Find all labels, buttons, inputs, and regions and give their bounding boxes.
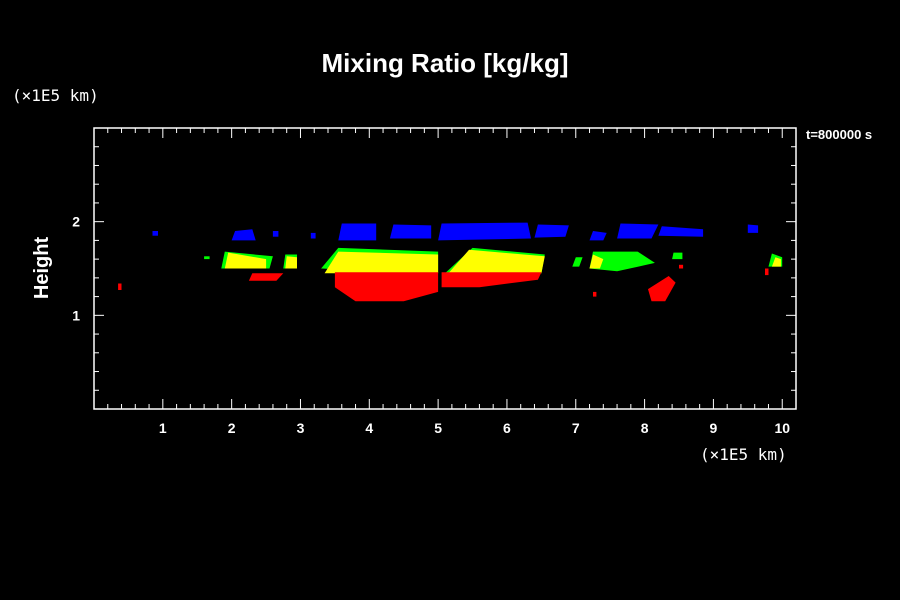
region-red-33 (593, 291, 597, 297)
region-blue-4 (617, 223, 659, 239)
x-tick-label: 1 (159, 420, 167, 436)
region-yellow-22 (589, 254, 604, 269)
x-tick-label: 5 (434, 420, 442, 436)
region-red-32 (118, 283, 122, 290)
region-yellow-19 (448, 249, 545, 274)
x-tick-label: 7 (572, 420, 580, 436)
chart-title: Mixing Ratio [kg/kg] (322, 48, 569, 78)
x-tick-label: 3 (297, 420, 305, 436)
region-yellow-17 (324, 251, 439, 274)
region-blue-2 (438, 222, 531, 241)
region-red-31 (765, 268, 769, 276)
x-tick-label: 9 (710, 420, 718, 436)
region-green-20 (572, 257, 583, 267)
y-unit-label: (×1E5 km) (12, 86, 99, 105)
x-tick-label: 2 (228, 420, 236, 436)
x-tick-label: 4 (365, 420, 373, 436)
x-tick-label: 10 (774, 420, 790, 436)
time-label: t=800000 s (806, 127, 872, 142)
x-unit-label: (×1E5 km) (700, 445, 787, 464)
region-blue-7 (589, 231, 607, 241)
y-tick-label: 1 (72, 307, 80, 323)
region-yellow-25 (771, 257, 781, 267)
region-green-21 (589, 251, 655, 272)
x-tick-label: 8 (641, 420, 649, 436)
region-blue-10 (272, 231, 279, 237)
region-blue-1 (389, 224, 432, 239)
region-red-29 (441, 272, 542, 288)
y-axis-label: Height (31, 237, 53, 300)
region-blue-3 (534, 224, 569, 238)
region-red-27 (248, 273, 284, 281)
region-red-28 (334, 272, 439, 302)
region-yellow-13 (224, 252, 267, 269)
region-blue-8 (747, 224, 759, 233)
region-blue-9 (152, 231, 158, 236)
axes: 1 2 3 4 5 6 7 8 9 10 1 2 (72, 127, 797, 436)
region-blue-0 (338, 223, 377, 241)
region-blue-11 (310, 232, 316, 239)
region-blue-6 (231, 229, 256, 241)
y-tick-label: 2 (72, 214, 80, 230)
mixing-ratio-regions (118, 222, 783, 302)
region-blue-5 (658, 226, 704, 237)
region-red-34 (679, 264, 684, 269)
region-red-30 (648, 276, 676, 302)
x-tick-label: 6 (503, 420, 511, 436)
region-green-23 (672, 252, 683, 260)
region-yellow-15 (285, 256, 297, 269)
region-green-26 (204, 256, 210, 260)
plot-frame (93, 127, 797, 410)
